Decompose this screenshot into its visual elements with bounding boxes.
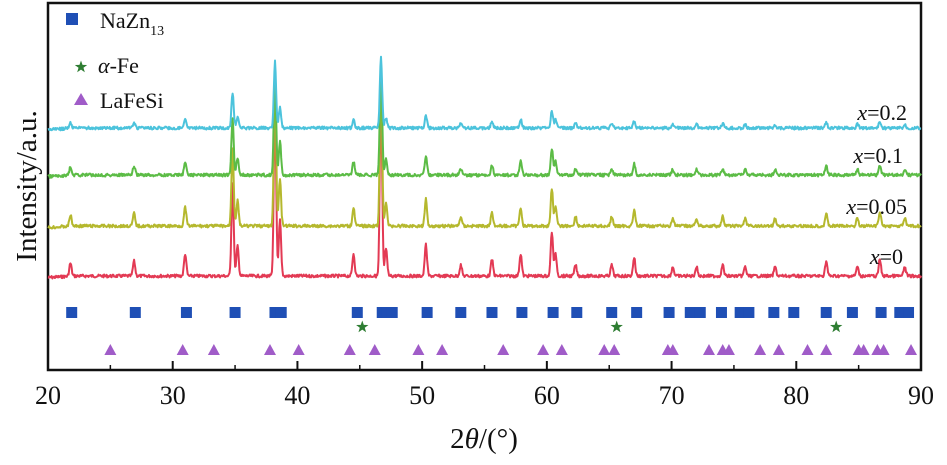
legend: NaZn13 α-Fe LaFeSi xyxy=(66,8,164,113)
nazn13-marker xyxy=(386,307,398,318)
alpha-fe-marker xyxy=(356,320,369,333)
nazn13-marker xyxy=(129,307,141,318)
lafesi-marker xyxy=(598,344,611,355)
x-axis-tick-labels: 20 30 40 50 60 70 80 90 xyxy=(35,381,934,410)
xrd-trace xyxy=(47,89,922,280)
nazn13-marker xyxy=(275,307,287,318)
xrd-trace xyxy=(47,66,922,230)
legend-label-nazn13: NaZn13 xyxy=(100,8,164,39)
lafesi-marker xyxy=(754,344,767,355)
reference-markers xyxy=(66,307,918,355)
nazn13-marker xyxy=(180,307,192,318)
nazn13-marker xyxy=(455,307,467,318)
lafesi-marker xyxy=(877,344,890,355)
alpha-fe-marker xyxy=(830,320,843,333)
series-label: x=0.2 xyxy=(856,100,907,125)
nazn13-marker xyxy=(269,307,281,318)
x-tick-label: 80 xyxy=(783,381,809,410)
x-axis-title-prefix: 2 xyxy=(450,423,465,455)
x-tick-label: 50 xyxy=(409,381,435,410)
nazn13-marker xyxy=(66,307,78,318)
lafesi-marker xyxy=(343,344,356,355)
nazn13-marker xyxy=(229,307,241,318)
series-label: x=0 xyxy=(869,244,903,269)
lafesi-marker xyxy=(722,344,735,355)
lafesi-marker xyxy=(292,344,305,355)
lafesi-marker xyxy=(497,344,510,355)
x-axis-title: 2θ/(°) xyxy=(450,423,518,455)
lafesi-marker xyxy=(666,344,679,355)
nazn13-marker xyxy=(547,307,559,318)
x-tick-label: 20 xyxy=(35,381,61,410)
nazn13-marker xyxy=(903,307,915,318)
lafesi-marker xyxy=(801,344,814,355)
x-tick-label: 70 xyxy=(659,381,685,410)
nazn13-marker xyxy=(715,307,727,318)
nazn13-marker xyxy=(684,307,696,318)
nazn13-marker xyxy=(846,307,858,318)
nazn13-marker xyxy=(631,307,643,318)
nazn13-marker xyxy=(734,307,746,318)
xrd-traces xyxy=(47,55,922,280)
legend-label-alpha-fe: α-Fe xyxy=(98,53,139,78)
legend-star-icon xyxy=(74,60,88,73)
x-tick-label: 30 xyxy=(160,381,186,410)
xrd-trace xyxy=(47,63,922,179)
lafesi-marker xyxy=(772,344,785,355)
lafesi-marker xyxy=(857,344,870,355)
lafesi-marker xyxy=(555,344,568,355)
nazn13-marker xyxy=(875,307,887,318)
lafesi-marker xyxy=(412,344,425,355)
lafesi-marker xyxy=(263,344,276,355)
x-tick-label: 40 xyxy=(284,381,310,410)
lafesi-marker xyxy=(537,344,550,355)
nazn13-marker xyxy=(820,307,832,318)
nazn13-marker xyxy=(768,307,780,318)
nazn13-marker xyxy=(663,307,675,318)
nazn13-marker xyxy=(694,307,706,318)
nazn13-marker xyxy=(486,307,498,318)
x-tick-label: 90 xyxy=(908,381,934,410)
nazn13-marker xyxy=(788,307,800,318)
nazn13-marker xyxy=(743,307,755,318)
lafesi-marker xyxy=(820,344,833,355)
alpha-fe-marker xyxy=(610,320,623,333)
lafesi-marker xyxy=(905,344,918,355)
lafesi-marker xyxy=(436,344,449,355)
series-label: x=0.1 xyxy=(852,143,903,168)
lafesi-marker xyxy=(207,344,220,355)
series-labels: x=0 x=0.05 x=0.1 x=0.2 xyxy=(845,100,907,269)
xrd-trace xyxy=(47,55,922,132)
legend-triangle-icon xyxy=(74,93,88,105)
nazn13-marker xyxy=(894,307,906,318)
lafesi-marker xyxy=(608,344,621,355)
x-axis-title-theta: θ xyxy=(465,423,479,455)
nazn13-marker xyxy=(351,307,363,318)
series-label: x=0.05 xyxy=(845,194,907,219)
nazn13-marker xyxy=(516,307,528,318)
lafesi-marker xyxy=(368,344,381,355)
y-axis-title: Intensity/a.u. xyxy=(11,110,43,261)
x-tick-label: 60 xyxy=(534,381,560,410)
nazn13-marker xyxy=(421,307,433,318)
nazn13-marker xyxy=(571,307,583,318)
nazn13-marker xyxy=(606,307,618,318)
lafesi-marker xyxy=(176,344,189,355)
x-axis-ticks xyxy=(47,361,922,370)
legend-label-lafesi: LaFeSi xyxy=(100,88,164,113)
x-axis-title-suffix: /(°) xyxy=(479,423,518,455)
lafesi-marker xyxy=(702,344,715,355)
lafesi-marker xyxy=(104,344,117,355)
legend-square-icon xyxy=(66,13,78,25)
